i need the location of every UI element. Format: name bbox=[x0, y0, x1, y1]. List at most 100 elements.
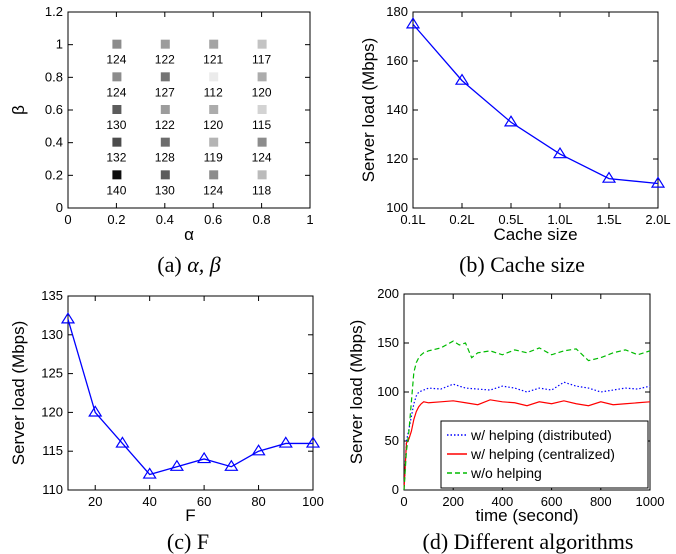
caption: (b) Cache size bbox=[459, 252, 585, 277]
y-tick-label: 1.2 bbox=[45, 4, 63, 19]
cell-value-label: 127 bbox=[155, 85, 175, 99]
x-tick-label: 200 bbox=[442, 494, 464, 509]
heatmap-cell bbox=[209, 39, 219, 49]
plot-frame bbox=[412, 11, 659, 209]
x-axis-label: time (second) bbox=[476, 506, 579, 525]
series-line-1 bbox=[403, 381, 651, 491]
y-tick-label: 160 bbox=[386, 53, 408, 68]
heatmap-cell bbox=[160, 137, 170, 147]
x-tick-label: 1000 bbox=[636, 494, 665, 509]
y-tick-label: 0.6 bbox=[45, 102, 63, 117]
legend-label: w/ helping (distributed) bbox=[470, 427, 612, 443]
heatmap-cell bbox=[112, 105, 122, 114]
y-tick-label: 150 bbox=[377, 335, 399, 350]
caption: (c) F bbox=[167, 529, 209, 554]
y-tick-label: 0 bbox=[392, 482, 399, 497]
y-tick-label: 135 bbox=[41, 288, 63, 303]
x-tick-label: 40 bbox=[142, 494, 156, 509]
cell-value-label: 121 bbox=[203, 53, 223, 67]
cell-value-label: 119 bbox=[204, 151, 223, 165]
y-tick-label: 1 bbox=[56, 37, 63, 52]
series-line-2 bbox=[403, 399, 651, 491]
data-point bbox=[305, 436, 321, 448]
cell-value-label: 128 bbox=[155, 151, 175, 165]
heatmap-cell bbox=[160, 105, 170, 114]
chart-b-cache-size: 0.1L 0.2L 0.5L 1.0L 1.5L 2.0L 100 120 140 160 180 C… bbox=[359, 4, 671, 277]
y-axis-label: Server load (Mbps) bbox=[359, 38, 378, 183]
cell-value-label: 130 bbox=[106, 118, 126, 132]
cell-value-label: 124 bbox=[106, 85, 126, 99]
y-tick-label: 0 bbox=[56, 200, 63, 215]
x-tick-label: 20 bbox=[88, 494, 102, 509]
y-tick-label: 0.2 bbox=[45, 167, 63, 182]
x-tick-label: 400 bbox=[492, 494, 514, 509]
cell-value-label: 124 bbox=[106, 53, 126, 67]
heatmap-cell bbox=[112, 72, 122, 82]
cell-value-label: 130 bbox=[155, 183, 175, 197]
x-tick-label: 600 bbox=[541, 494, 563, 509]
cell-value-label: 120 bbox=[203, 118, 223, 132]
y-tick-label: 120 bbox=[386, 151, 408, 166]
x-tick-label: 80 bbox=[251, 494, 265, 509]
x-tick-label: 100 bbox=[302, 494, 324, 509]
x-tick-label: 0.5L bbox=[498, 212, 523, 227]
data-point bbox=[142, 467, 157, 479]
x-tick-label: 0 bbox=[400, 494, 407, 509]
x-tick-label: 800 bbox=[590, 494, 612, 509]
data-point bbox=[503, 115, 519, 127]
cell-value-label: 122 bbox=[155, 118, 175, 132]
heatmap-cell bbox=[209, 137, 219, 147]
y-tick-label: 125 bbox=[41, 366, 63, 381]
heatmap-cell bbox=[160, 170, 170, 180]
y-axis-label: Server load (Mbps) bbox=[9, 321, 28, 466]
x-tick-label: 1.0L bbox=[547, 212, 572, 227]
series-line bbox=[67, 319, 313, 476]
y-tick-label: 180 bbox=[386, 4, 408, 19]
cell-value-label: 124 bbox=[203, 183, 223, 197]
y-axis-label: β bbox=[9, 105, 28, 115]
y-tick-label: 50 bbox=[385, 433, 399, 448]
cell-value-label: 132 bbox=[106, 151, 126, 165]
data-point bbox=[405, 17, 421, 29]
heatmap-cell bbox=[112, 170, 122, 180]
cell-value-label: 120 bbox=[252, 85, 272, 99]
y-tick-label: 120 bbox=[41, 404, 63, 419]
series-line bbox=[412, 23, 659, 185]
x-tick-label: 2.0L bbox=[645, 212, 670, 227]
data-point bbox=[552, 146, 568, 159]
y-tick-label: 100 bbox=[377, 384, 399, 399]
y-tick-label: 0.8 bbox=[45, 69, 63, 84]
data-point bbox=[169, 459, 184, 471]
chart-a-alpha-beta: 0 0.2 0.4 0.6 0.8 1 0 0.2 0.4 0.6 0.8 1 1.2 124 122 121… bbox=[9, 4, 314, 277]
plot-frame bbox=[67, 11, 311, 209]
x-tick-label: 0 bbox=[64, 212, 71, 227]
cell-value-label: 122 bbox=[155, 53, 175, 67]
x-tick-label: 1.5L bbox=[596, 212, 621, 227]
y-axis-label: Server load (Mbps) bbox=[347, 320, 366, 465]
legend-label: w/ helping (centralized) bbox=[470, 446, 615, 462]
data-point bbox=[601, 171, 617, 183]
legend-box bbox=[440, 420, 649, 489]
cell-value-label: 117 bbox=[252, 53, 271, 67]
data-point bbox=[251, 444, 266, 456]
x-tick-label: 60 bbox=[197, 494, 211, 509]
data-point bbox=[197, 451, 212, 464]
cell-value-label: 115 bbox=[252, 118, 271, 132]
y-tick-label: 200 bbox=[377, 286, 399, 301]
y-tick-label: 0.4 bbox=[45, 135, 63, 150]
x-tick-label: 0.1L bbox=[400, 212, 425, 227]
x-axis-label: Cache size bbox=[493, 225, 577, 244]
x-axis-label: F bbox=[185, 506, 195, 525]
x-tick-label: 0.8 bbox=[253, 212, 271, 227]
y-tick-label: 115 bbox=[42, 443, 63, 458]
caption: (a) α, β bbox=[157, 252, 220, 277]
data-point bbox=[650, 176, 666, 188]
heatmap-cell bbox=[209, 72, 219, 82]
x-tick-label: 0.2L bbox=[449, 212, 474, 227]
heatmap-cell bbox=[257, 137, 267, 147]
y-tick-label: 140 bbox=[386, 102, 408, 117]
heatmap-cell bbox=[160, 39, 170, 49]
heatmap-cell bbox=[257, 72, 267, 82]
x-axis-label: α bbox=[184, 225, 194, 244]
